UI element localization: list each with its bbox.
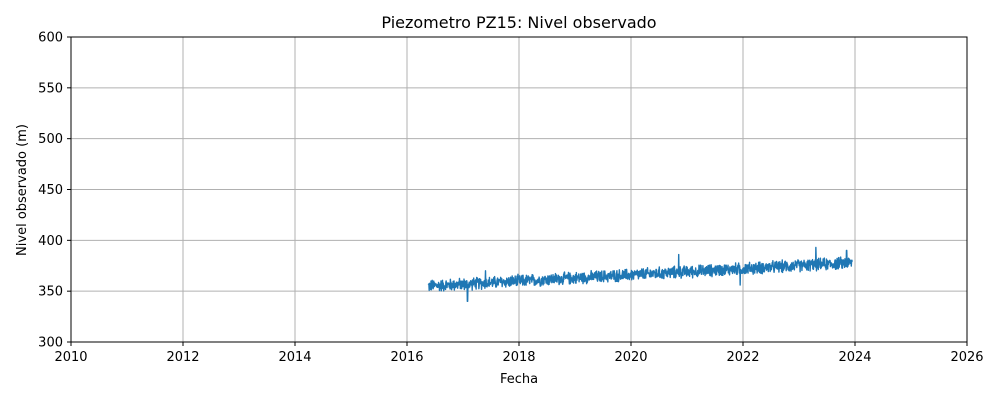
y-tick-label: 400: [38, 234, 63, 249]
y-axis-label: Nivel observado (m): [15, 124, 30, 256]
x-tick-label: 2024: [838, 350, 871, 365]
y-tick-label: 550: [38, 81, 63, 96]
grid-lines: [70, 36, 968, 343]
y-tick-label: 600: [38, 31, 63, 46]
x-tick-label: 2018: [502, 350, 535, 365]
y-axis: 300 350 400 450 500 550 600: [38, 31, 71, 351]
x-axis-label: Fecha: [500, 372, 538, 387]
x-axis: 2010 2012 2014 2016 2018 2020 2022 2024 2026: [54, 342, 984, 365]
series-line: [427, 246, 853, 303]
x-tick-label: 2016: [390, 350, 423, 365]
chart-title: Piezometro PZ15: Nivel observado: [381, 13, 656, 32]
y-tick-label: 500: [38, 132, 63, 147]
x-tick-label: 2026: [950, 350, 983, 365]
x-tick-label: 2020: [614, 350, 647, 365]
y-tick-label: 450: [38, 183, 63, 198]
plot-frame: [70, 36, 968, 343]
x-tick-label: 2014: [278, 350, 311, 365]
y-tick-label: 300: [38, 336, 63, 351]
x-tick-label: 2010: [54, 350, 87, 365]
y-tick-label: 350: [38, 285, 63, 300]
x-tick-label: 2012: [166, 350, 199, 365]
x-tick-label: 2022: [726, 350, 759, 365]
